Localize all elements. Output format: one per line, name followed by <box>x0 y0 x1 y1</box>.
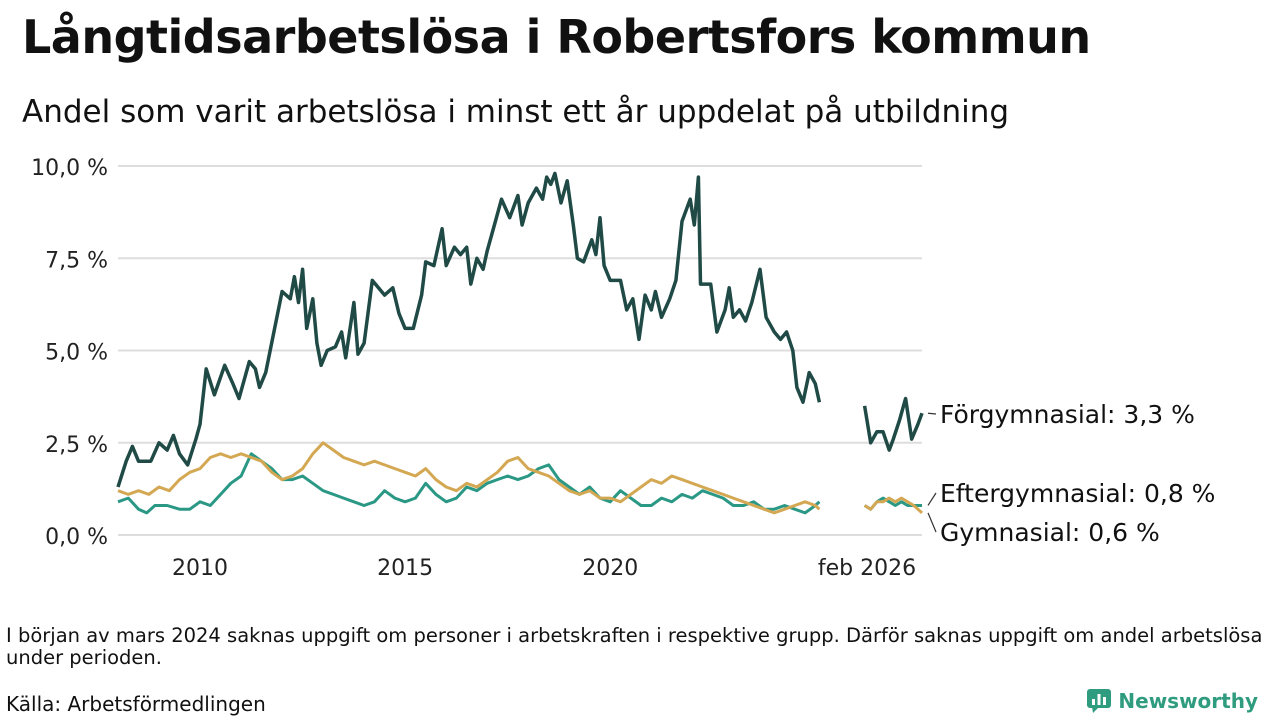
series-line-eftergymnasial <box>117 452 821 515</box>
y-tick-label: 0,0 % <box>45 525 108 550</box>
y-tick-label: 2,5 % <box>45 433 108 458</box>
source-text: Källa: Arbetsförmedlingen <box>6 692 266 716</box>
x-tick-label: 2020 <box>582 556 638 581</box>
x-tick-label: 2010 <box>172 556 228 581</box>
y-tick-label: 10,0 % <box>31 156 108 181</box>
x-tick-label: 2015 <box>377 556 433 581</box>
chat-bar-chart-icon <box>1087 689 1112 713</box>
x-tick-label: feb 2026 <box>818 556 916 581</box>
end-labels: Förgymnasial: 3,3 % Eftergymnasial: 0,8 %… <box>927 400 1215 547</box>
chart-title: Långtidsarbetslösa i Robertsfors kommun <box>22 10 1091 64</box>
line-chart: 0,0 % 2,5 % 5,0 % 7,5 % 10,0 % 2010 2015 2020 f… <box>31 156 1215 581</box>
series-line-förgymnasial-after-gap <box>862 396 924 452</box>
brand-name: Newsworthy <box>1118 689 1258 713</box>
newsworthy-logo: Newsworthy <box>1086 688 1258 714</box>
series-line-förgymnasial <box>116 171 822 488</box>
end-label-förgymnasial: Förgymnasial: 3,3 % <box>940 400 1195 429</box>
chart-subtitle: Andel som varit arbetslösa i minst ett å… <box>22 94 1010 130</box>
leader-line <box>927 512 937 533</box>
y-tick-label: 5,0 % <box>45 341 108 366</box>
series-line-gymnasial-after-gap <box>863 496 924 515</box>
series-lines <box>116 171 924 515</box>
leader-line <box>927 412 937 415</box>
y-tick-label: 7,5 % <box>45 248 108 273</box>
end-label-eftergymnasial: Eftergymnasial: 0,8 % <box>940 479 1215 508</box>
grid-lines <box>118 165 922 536</box>
end-label-gymnasial: Gymnasial: 0,6 % <box>940 518 1160 547</box>
footnote: I början av mars 2024 saknas uppgift om … <box>6 624 1263 669</box>
x-axis: 2010 2015 2020 feb 2026 <box>172 556 916 581</box>
series-line-gymnasial <box>117 441 821 515</box>
y-axis: 0,0 % 2,5 % 5,0 % 7,5 % 10,0 % <box>31 156 108 550</box>
leader-line <box>927 492 937 506</box>
